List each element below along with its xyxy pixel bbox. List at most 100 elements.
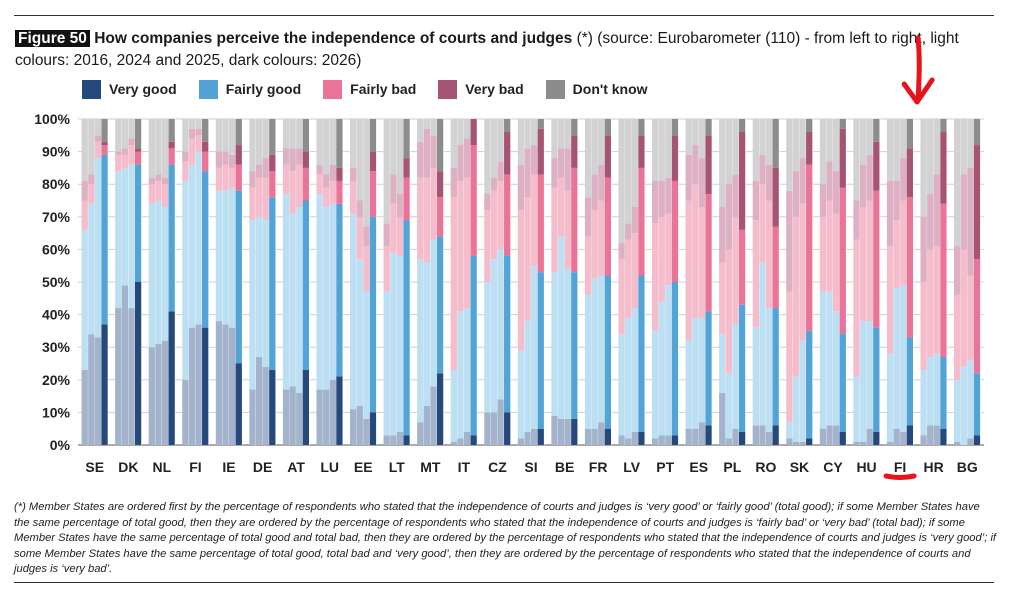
bar-segment [229,167,236,188]
bar-segment [631,308,639,432]
bar-segment [188,128,196,139]
bar-segment [161,207,169,341]
bar-segment [765,164,773,201]
bar-segment [262,177,270,221]
x-tick-label: FR [589,459,608,475]
bar-segment [698,317,706,423]
bar-segment [363,226,370,247]
bar-segment [81,180,89,201]
bar-segment [940,132,947,204]
bar-segment [531,174,538,266]
bar-segment [591,210,599,279]
bar-segment [255,356,263,445]
bar-segment [316,174,324,194]
bar-segment [692,428,699,445]
legend-item-very-good: Very good [82,78,177,100]
bar-segment [115,151,122,155]
bar-segment [564,268,572,419]
bar-segment [417,422,424,445]
bar-segment [497,180,505,250]
bar-segment [517,350,525,439]
bar-segment [759,262,766,426]
bar-segment [839,187,847,335]
bar-segment [658,119,666,181]
bar-segment [671,282,679,436]
bar-segment [101,141,108,146]
bar-segment [188,119,196,129]
bar-segment [417,177,424,260]
bar-segment [88,174,95,185]
bar-segment [128,164,135,309]
bar-segment [161,184,169,208]
x-tick-label: SK [790,459,809,475]
bar-segment [725,119,733,185]
bar-segment [497,399,505,445]
bar-segment [121,119,129,149]
bar-segment [920,119,928,217]
bar-segment [967,167,974,276]
bar-segment [652,119,659,181]
bar-segment [598,275,605,423]
bar-segment [262,366,270,445]
bar-segment [195,128,203,136]
bar-segment [484,119,491,194]
bar-segment [591,428,599,445]
bar-segment [121,148,129,155]
bar-segment [826,119,833,162]
bar-segment [423,119,431,129]
bar-segment [463,138,471,178]
bar-segment [531,428,538,445]
bar-segment [262,119,270,159]
bar-segment [752,327,760,426]
bar-segment [604,275,612,429]
bar-segment [826,425,833,445]
bar-segment [182,180,189,380]
bar-segment [799,340,807,442]
bar-segment [115,154,122,172]
bar-segment [369,119,377,152]
bar-segment [900,200,907,286]
bar-segment [954,441,961,445]
bar-segment [531,265,538,429]
bar-segment [806,164,813,331]
bar-segment [927,249,934,357]
bar-segment [323,174,330,188]
bar-segment [504,255,511,413]
bar-segment [316,193,324,390]
bar-segment [853,239,860,377]
bar-segment [886,441,894,445]
bar-segment [222,164,229,191]
bar-segment [873,141,880,191]
bar-segment [457,438,464,445]
bar-group-pt [652,119,679,445]
bar-segment [551,119,558,159]
bar-segment [725,184,733,250]
bar-segment [732,174,739,217]
bar-segment [806,119,813,133]
bar-segment [765,308,773,432]
bar-segment [403,220,410,436]
bar-segment [457,145,464,181]
x-tick-label: LT [389,459,406,475]
bar-segment [859,321,867,442]
bar-segment [873,327,880,432]
bar-segment [551,272,558,416]
bar-segment [417,141,424,178]
bar-segment [128,138,135,146]
bar-group-nl [148,119,176,445]
bar-segment [457,119,464,146]
bar-segment [906,197,914,338]
bar-segment [638,431,645,445]
top-rule [14,15,994,16]
bar-segment [551,187,558,273]
bar-segment [531,119,538,146]
bar-segment [618,242,626,260]
y-tick-label: 50% [42,274,71,290]
bar-segment [336,119,343,168]
bar-segment [195,151,203,325]
bar-segment [168,164,176,312]
bar-segment [906,425,914,445]
bar-segment [369,216,377,413]
bar-segment [738,304,746,432]
bar-segment [323,119,330,175]
